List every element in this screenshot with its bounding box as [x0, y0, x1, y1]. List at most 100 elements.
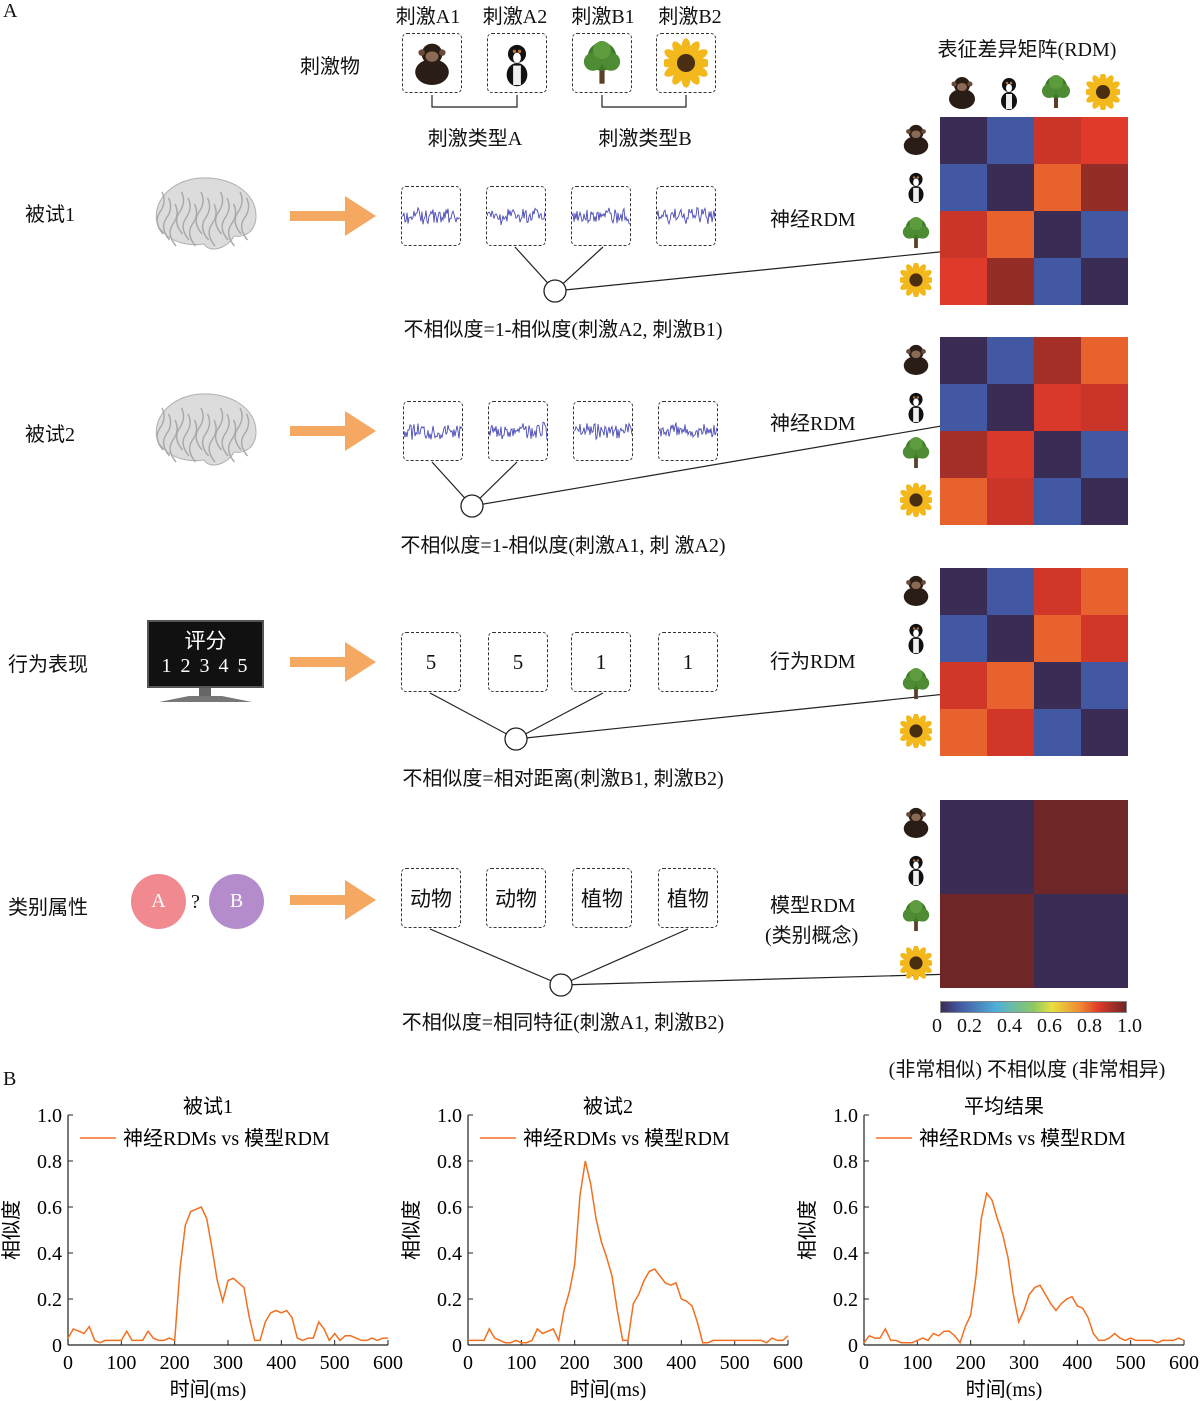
- waveform-icon: [657, 206, 715, 226]
- legend-label: 神经RDMs vs 模型RDM: [523, 1127, 730, 1150]
- colorbar-tick: 1.0: [1117, 1015, 1142, 1037]
- rating-box: 1: [571, 632, 631, 692]
- rdm-cell: [940, 847, 987, 894]
- row-label-subject1: 被试1: [25, 204, 75, 226]
- monitor-scale: 1 2 3 4 5: [161, 655, 250, 677]
- x-tick-label: 0: [463, 1352, 473, 1374]
- chimpanzee-icon: [900, 122, 932, 156]
- rdm-cell: [940, 662, 987, 709]
- dog-icon: [900, 389, 932, 423]
- rdm-cell: [987, 384, 1034, 431]
- legend-label: 神经RDMs vs 模型RDM: [919, 1127, 1126, 1150]
- x-tick-label: 100: [506, 1352, 536, 1374]
- y-tick-label: 0.6: [437, 1197, 462, 1219]
- panel-b-label: B: [3, 1068, 17, 1090]
- x-tick-label: 500: [720, 1352, 750, 1374]
- waveform-icon: [489, 421, 547, 440]
- rdm-cell: [1034, 384, 1081, 431]
- y-tick-label: 0: [452, 1335, 462, 1357]
- rdm-cell: [987, 615, 1034, 662]
- category-circle-a: A: [131, 874, 186, 929]
- rdm-cell: [940, 211, 987, 258]
- y-tick-label: 1.0: [37, 1105, 62, 1127]
- rdm-cell: [987, 800, 1034, 847]
- x-tick-label: 400: [1062, 1352, 1092, 1374]
- rdm-cell: [1081, 847, 1128, 894]
- x-axis-label: 时间(ms): [570, 1378, 647, 1401]
- category-box: 植物: [572, 868, 632, 928]
- x-tick-label: 600: [373, 1352, 403, 1374]
- chart-title: 被试1: [183, 1095, 233, 1118]
- rdm-cell: [1081, 211, 1128, 258]
- x-tick-label: 600: [1169, 1352, 1199, 1374]
- arrow-right-icon: [290, 196, 376, 236]
- series-line: [863, 1191, 1185, 1345]
- y-tick-label: 1.0: [833, 1105, 858, 1127]
- rdm-cell: [940, 894, 987, 941]
- category-box: 动物: [401, 868, 461, 928]
- chart-title: 被试2: [583, 1095, 633, 1118]
- dog-icon: [900, 620, 932, 654]
- y-tick-label: 0.8: [833, 1151, 858, 1173]
- y-tick-label: 0.4: [37, 1243, 62, 1265]
- rdm-cell: [1034, 431, 1081, 478]
- colorbar-tick: 0.2: [957, 1015, 982, 1037]
- rdm-cell: [1081, 568, 1128, 615]
- rdm-cell: [940, 941, 987, 988]
- brain-icon: [150, 174, 260, 256]
- rdm-matrix: [940, 800, 1128, 988]
- x-tick-label: 100: [106, 1352, 136, 1374]
- x-tick-label: 100: [902, 1352, 932, 1374]
- series-line: [67, 1206, 388, 1344]
- waveform-box: [571, 186, 631, 246]
- waveform-box: [401, 186, 461, 246]
- rdm-label-sub: (类别概念): [765, 925, 859, 947]
- rdm-cell: [1081, 384, 1128, 431]
- rdm-cell: [1034, 164, 1081, 211]
- rdm-cell: [1081, 615, 1128, 662]
- rdm-cell: [1081, 894, 1128, 941]
- legend-label: 神经RDMs vs 模型RDM: [123, 1127, 330, 1150]
- rdm-cell: [1081, 478, 1128, 525]
- rdm-cell: [1081, 800, 1128, 847]
- rdm-cell: [1034, 337, 1081, 384]
- x-tick-label: 500: [1116, 1352, 1146, 1374]
- waveform-icon: [487, 207, 545, 226]
- waveform-icon: [659, 422, 717, 439]
- x-tick-label: 300: [213, 1352, 243, 1374]
- rdm-cell: [1034, 211, 1081, 258]
- rating-box: 1: [658, 632, 718, 692]
- x-tick-label: 200: [160, 1352, 190, 1374]
- x-axis-label: 时间(ms): [170, 1378, 247, 1401]
- rdm-cell: [940, 164, 987, 211]
- rdm-cell: [940, 431, 987, 478]
- stimulus-box-b1: [572, 33, 632, 93]
- rdm-cell: [1034, 941, 1081, 988]
- rdm-label: 模型RDM: [770, 895, 856, 917]
- rdm-cell: [1034, 615, 1081, 662]
- category-b-label: 刺激类型B: [598, 128, 692, 150]
- monitor-icon: 评分 1 2 3 4 5: [147, 620, 264, 704]
- tree-icon: [1039, 74, 1073, 110]
- tree-icon: [900, 667, 932, 701]
- rdm-cell: [1034, 258, 1081, 305]
- stimulus-box-a2: [487, 33, 547, 93]
- stimulus-label: 刺激B2: [658, 6, 722, 28]
- rdm-cell: [940, 258, 987, 305]
- rdm-cell: [1034, 568, 1081, 615]
- series-line: [468, 1160, 789, 1344]
- colorbar: [940, 1001, 1127, 1013]
- chimpanzee-icon: [900, 342, 932, 376]
- rdm-cell: [940, 337, 987, 384]
- row-label-subject2: 被试2: [25, 424, 75, 446]
- x-tick-label: 400: [266, 1352, 296, 1374]
- rdm-label: 行为RDM: [770, 651, 856, 673]
- colorbar-tick: 0.4: [997, 1015, 1022, 1037]
- stimulus-label: 刺激A1: [395, 6, 461, 28]
- rdm-cell: [940, 800, 987, 847]
- rdm-cell: [940, 615, 987, 662]
- row-label-behavior: 行为表现: [8, 654, 88, 676]
- rdm-cell: [1034, 847, 1081, 894]
- waveform-icon: [574, 422, 632, 441]
- stimulus-box-a1: [402, 33, 462, 93]
